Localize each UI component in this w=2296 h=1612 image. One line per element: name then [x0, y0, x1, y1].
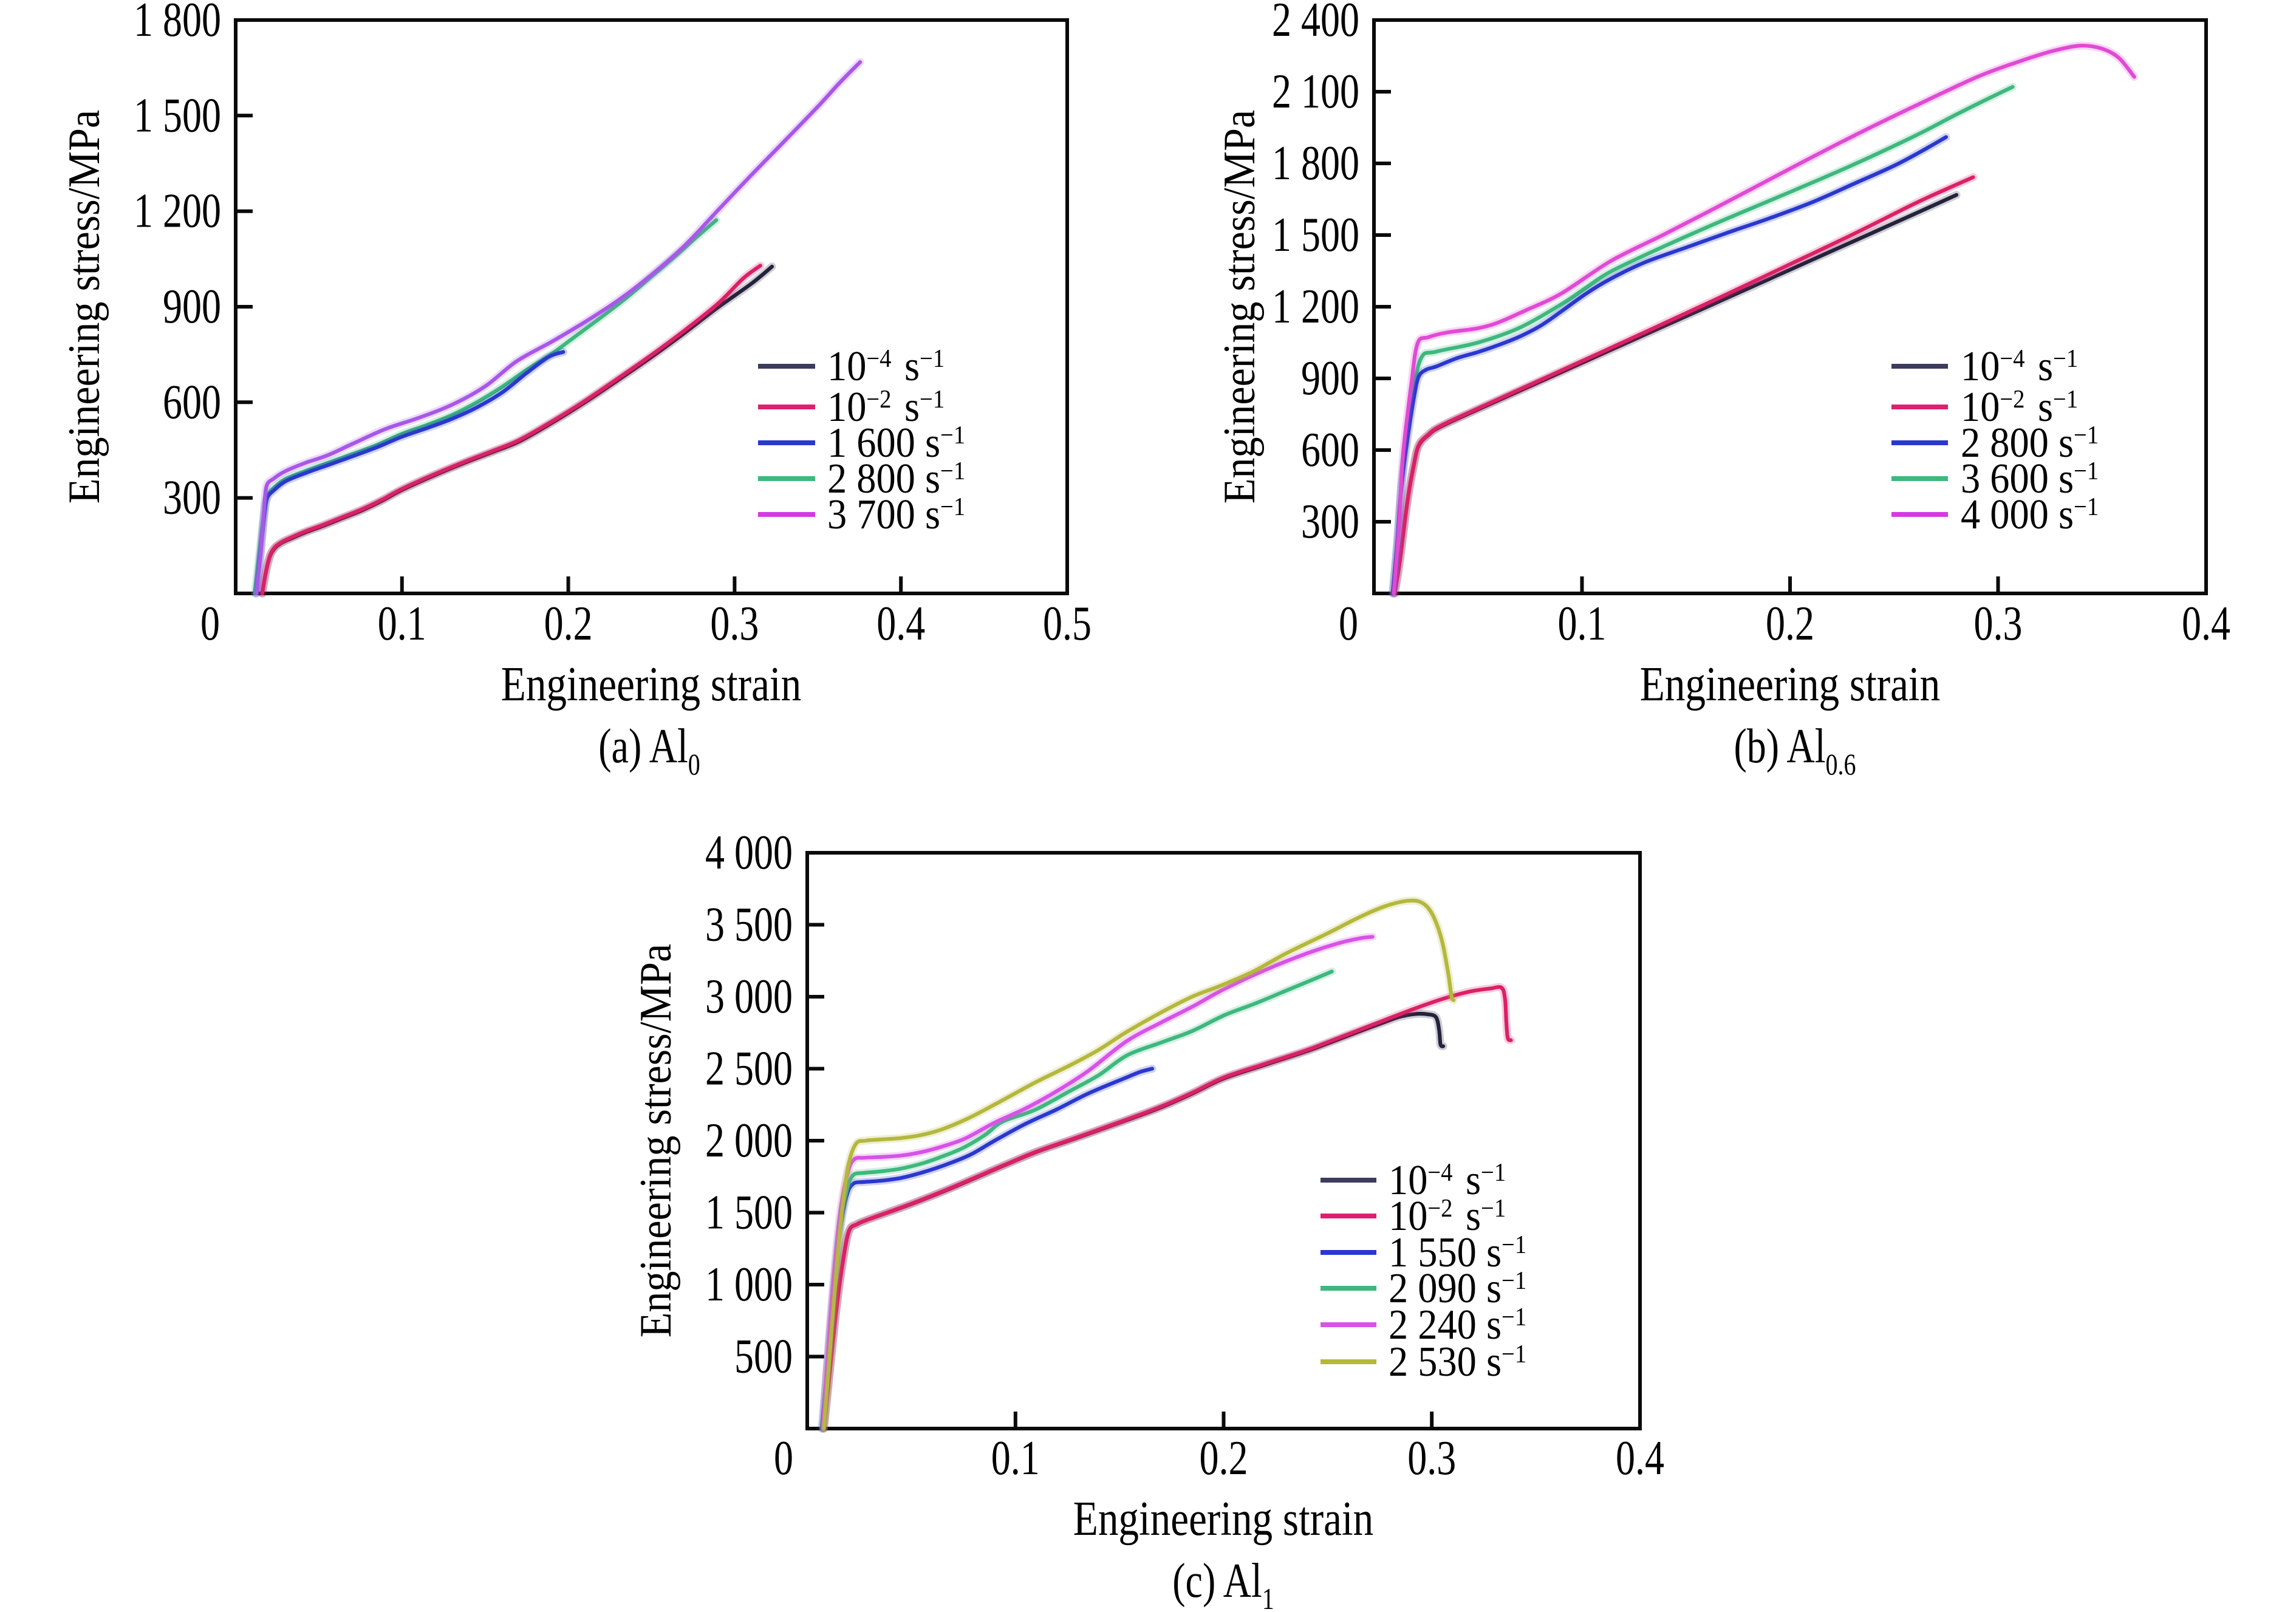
- svg-text:1 000: 1 000: [705, 1257, 793, 1311]
- svg-text:1 600 s−1: 1 600 s−1: [827, 419, 969, 466]
- svg-text:2 500: 2 500: [705, 1041, 793, 1095]
- svg-text:300: 300: [1301, 494, 1359, 548]
- svg-text:600: 600: [1301, 422, 1359, 476]
- svg-text:10−2 s−1: 10−2 s−1: [827, 383, 948, 431]
- svg-text:0.3: 0.3: [1407, 1430, 1456, 1484]
- svg-text:2 530 s−1: 2 530 s−1: [1389, 1338, 1530, 1385]
- svg-text:2 800 s−1: 2 800 s−1: [827, 455, 969, 502]
- svg-text:900: 900: [163, 279, 221, 333]
- svg-text:10−4 s−1: 10−4 s−1: [827, 343, 948, 390]
- svg-text:2 240 s−1: 2 240 s−1: [1389, 1301, 1530, 1348]
- svg-text:1 800: 1 800: [134, 0, 221, 47]
- svg-text:900: 900: [1301, 350, 1359, 405]
- svg-text:2 090 s−1: 2 090 s−1: [1389, 1265, 1530, 1312]
- svg-text:2 800 s−1: 2 800 s−1: [1961, 419, 2102, 466]
- svg-text:0: 0: [774, 1430, 793, 1484]
- svg-text:10−2 s−1: 10−2 s−1: [1389, 1192, 1509, 1240]
- svg-text:1 800: 1 800: [1272, 135, 1359, 190]
- svg-text:0.1: 0.1: [1558, 596, 1607, 650]
- svg-text:0.5: 0.5: [1043, 596, 1092, 650]
- svg-text:(c) Al1: (c) Al1: [1172, 1553, 1274, 1609]
- svg-text:1 500: 1 500: [134, 88, 221, 142]
- svg-text:0.1: 0.1: [991, 1430, 1040, 1484]
- svg-text:0: 0: [200, 596, 220, 650]
- svg-text:4 000: 4 000: [705, 825, 793, 879]
- svg-text:2 000: 2 000: [705, 1113, 793, 1167]
- svg-text:0.3: 0.3: [1974, 596, 2023, 650]
- svg-text:0.2: 0.2: [544, 596, 593, 650]
- svg-text:3 700 s−1: 3 700 s−1: [827, 491, 969, 538]
- svg-text:1 550 s−1: 1 550 s−1: [1389, 1229, 1530, 1276]
- svg-text:10−2 s−1: 10−2 s−1: [1961, 383, 2082, 431]
- svg-text:1 200: 1 200: [134, 183, 221, 237]
- svg-text:300: 300: [163, 470, 221, 524]
- svg-text:0: 0: [1339, 596, 1358, 650]
- svg-text:0.4: 0.4: [876, 596, 925, 650]
- svg-text:4 000 s−1: 4 000 s−1: [1961, 491, 2102, 538]
- svg-text:1 500: 1 500: [705, 1185, 793, 1239]
- svg-text:2 100: 2 100: [1272, 64, 1359, 118]
- svg-text:Engineering stress/MPa: Engineering stress/MPa: [60, 110, 109, 504]
- svg-text:0.4: 0.4: [2182, 596, 2230, 650]
- svg-text:500: 500: [734, 1329, 793, 1383]
- svg-text:Engineering strain: Engineering strain: [1640, 657, 1940, 711]
- svg-text:0.2: 0.2: [1200, 1430, 1248, 1484]
- svg-text:1 500: 1 500: [1272, 207, 1359, 261]
- svg-text:Engineering strain: Engineering strain: [1073, 1492, 1373, 1546]
- svg-text:10−4 s−1: 10−4 s−1: [1961, 343, 2082, 390]
- svg-text:10−4 s−1: 10−4 s−1: [1389, 1156, 1509, 1204]
- svg-text:3 600 s−1: 3 600 s−1: [1961, 455, 2102, 502]
- svg-text:(a) Al0: (a) Al0: [598, 719, 700, 781]
- svg-text:Engineering strain: Engineering strain: [501, 657, 801, 711]
- svg-text:0.2: 0.2: [1766, 596, 1814, 650]
- svg-text:Engineering stress/MPa: Engineering stress/MPa: [631, 944, 680, 1337]
- svg-text:3 500: 3 500: [705, 897, 793, 951]
- svg-text:3 000: 3 000: [705, 969, 793, 1023]
- svg-text:0.4: 0.4: [1616, 1430, 1664, 1484]
- svg-text:1 200: 1 200: [1272, 279, 1359, 333]
- svg-text:Engineering stress/MPa: Engineering stress/MPa: [1215, 110, 1264, 504]
- svg-text:600: 600: [163, 375, 221, 429]
- svg-text:2 400: 2 400: [1272, 0, 1359, 47]
- svg-text:0.3: 0.3: [710, 596, 759, 650]
- svg-text:(b) Al0.6: (b) Al0.6: [1734, 719, 1856, 781]
- svg-text:0.1: 0.1: [378, 596, 426, 650]
